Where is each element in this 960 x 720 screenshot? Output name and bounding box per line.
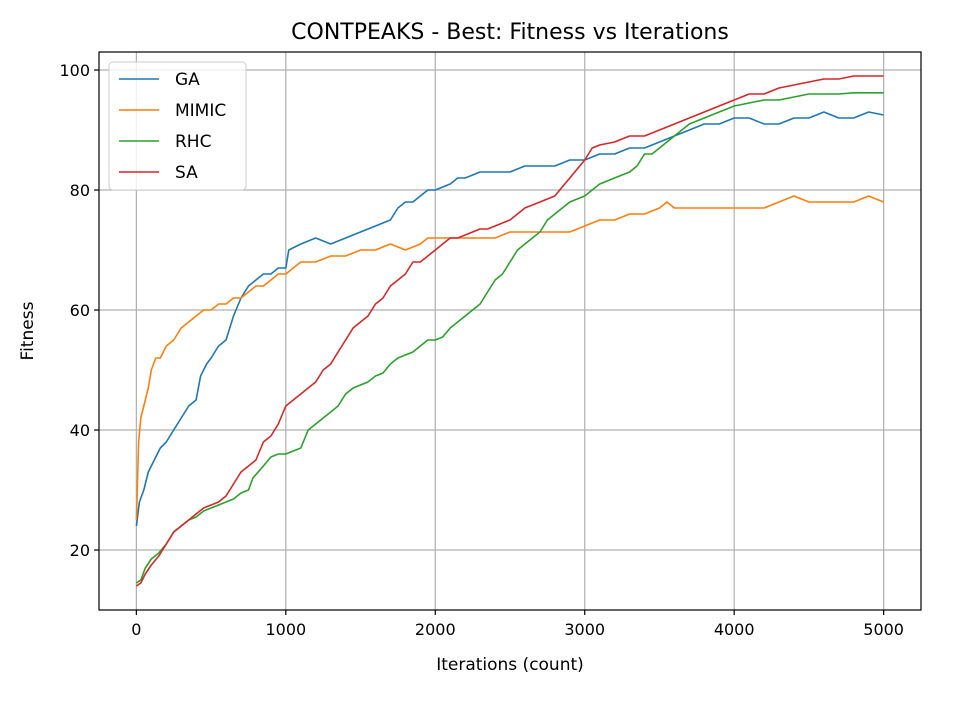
legend-label-rhc: RHC: [175, 132, 211, 152]
series-line-mimic: [135, 195, 884, 521]
x-tick-label: 5000: [863, 620, 904, 639]
y-tick-label: 40: [70, 421, 90, 440]
x-tick-label: 2000: [415, 620, 456, 639]
x-tick-label: 4000: [714, 620, 755, 639]
y-tick-label: 60: [70, 301, 90, 320]
y-tick-label: 20: [70, 541, 90, 560]
series-line-sa: [135, 75, 884, 587]
x-tick-label: 1000: [265, 620, 306, 639]
x-tick-label: 0: [131, 620, 141, 639]
legend-label-sa: SA: [175, 163, 198, 183]
legend: GA MIMIC RHC SA: [108, 61, 247, 191]
y-tick-label: 80: [70, 181, 90, 200]
legend-box: [108, 61, 247, 191]
chart-title: CONTPEAKS - Best: Fitness vs Iterations: [291, 20, 729, 45]
x-axis-label: Iterations (count): [436, 655, 584, 675]
x-tick-label: 3000: [564, 620, 605, 639]
legend-label-ga: GA: [175, 70, 200, 90]
plot-frame: [98, 51, 922, 611]
series-line-ga: [135, 111, 884, 527]
y-tick-label: 100: [59, 61, 90, 80]
y-axis-label: Fitness: [18, 301, 38, 360]
legend-label-mimic: MIMIC: [175, 101, 226, 121]
series-line-rhc: [135, 92, 884, 584]
series-lines: [135, 75, 884, 587]
axis-ticks: 0 1000 2000 3000 4000 5000 20 40 60 80 100: [59, 61, 904, 639]
